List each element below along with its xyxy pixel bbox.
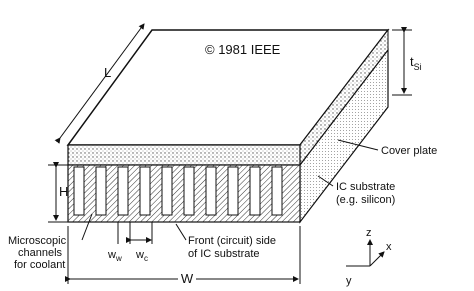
dim-label-sub: w — [115, 254, 122, 263]
axis-label: z — [366, 227, 372, 239]
dim-label: L — [104, 65, 111, 80]
fin — [205, 166, 217, 216]
dim-label-main: w — [135, 249, 144, 261]
label: of IC substrate — [188, 248, 260, 260]
leader — [317, 175, 334, 187]
fin — [139, 166, 151, 216]
dim-label: wc — [135, 249, 148, 263]
fins — [73, 166, 283, 216]
fin — [183, 166, 195, 216]
label: Microscopic — [8, 235, 67, 247]
leader — [175, 223, 187, 241]
dim-label: tSi — [410, 54, 422, 72]
dim-label: H — [59, 184, 68, 199]
dim-label-sub: Si — [414, 62, 422, 72]
dim-label-main: w — [107, 249, 116, 261]
dim-line — [54, 23, 145, 144]
copyright: © 1981 IEEE — [205, 42, 281, 57]
cover-plate-front — [67, 144, 301, 166]
fin — [227, 166, 239, 216]
leader — [337, 139, 379, 151]
dim-label: ww — [107, 249, 122, 263]
leader — [81, 213, 93, 241]
fin — [249, 166, 261, 216]
label: (e.g. silicon) — [336, 194, 395, 206]
fin — [161, 166, 173, 216]
label: Front (circuit) side — [188, 235, 276, 247]
fin — [95, 166, 107, 216]
fin — [117, 166, 129, 216]
label-bg — [178, 272, 196, 286]
label: Cover plate — [381, 145, 437, 157]
label: IC substrate — [336, 181, 395, 193]
fin — [271, 166, 283, 216]
fin — [73, 166, 85, 216]
axis-label: x — [386, 241, 392, 253]
dim-label-sub: c — [144, 254, 148, 263]
axis-arrow — [369, 251, 385, 267]
dim-label: W — [181, 271, 194, 286]
label: for coolant — [14, 259, 65, 271]
label: channels — [18, 247, 63, 259]
dim-label-main: t — [410, 54, 414, 69]
axis-label: y — [346, 275, 352, 287]
